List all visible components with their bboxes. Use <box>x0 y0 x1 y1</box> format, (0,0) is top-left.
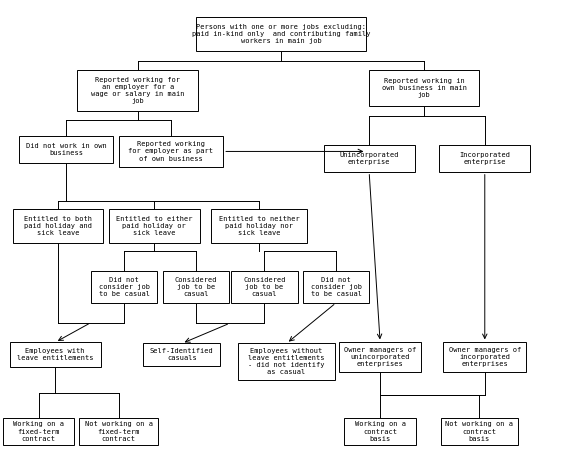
Text: Considered
job to be
casual: Considered job to be casual <box>243 277 285 297</box>
FancyBboxPatch shape <box>12 209 103 243</box>
FancyBboxPatch shape <box>10 343 101 367</box>
FancyBboxPatch shape <box>345 418 416 445</box>
Text: Owner managers of
incorporated
enterprises: Owner managers of incorporated enterpris… <box>448 347 521 367</box>
Text: Unincorporated
enterprise: Unincorporated enterprise <box>339 152 399 165</box>
Text: Entitled to either
paid holiday or
sick leave: Entitled to either paid holiday or sick … <box>116 216 193 236</box>
Text: Reported working
for employer as part
of own business: Reported working for employer as part of… <box>128 141 214 162</box>
Text: Working on a
contract
basis: Working on a contract basis <box>355 421 406 442</box>
Text: Persons with one or more jobs excluding:
paid in-kind only  and contributing fam: Persons with one or more jobs excluding:… <box>192 24 370 44</box>
FancyBboxPatch shape <box>79 418 158 445</box>
Text: Self-Identified
casuals: Self-Identified casuals <box>150 348 214 361</box>
FancyBboxPatch shape <box>238 343 335 379</box>
Text: Incorporated
enterprise: Incorporated enterprise <box>459 152 510 165</box>
Text: Did not
consider job
to be casual: Did not consider job to be casual <box>98 277 149 297</box>
Text: Employees with
leave entitlements: Employees with leave entitlements <box>17 348 93 361</box>
FancyBboxPatch shape <box>439 145 530 172</box>
Text: Not working on a
fixed-term
contract: Not working on a fixed-term contract <box>84 421 152 442</box>
Text: Did not work in own
business: Did not work in own business <box>26 142 107 156</box>
FancyBboxPatch shape <box>143 343 220 366</box>
FancyBboxPatch shape <box>369 70 479 106</box>
Text: Reported working for
an employer for a
wage or salary in main
job: Reported working for an employer for a w… <box>91 77 184 104</box>
Text: Entitled to both
paid holiday and
sick leave: Entitled to both paid holiday and sick l… <box>24 216 92 236</box>
FancyBboxPatch shape <box>196 17 366 51</box>
FancyBboxPatch shape <box>77 70 198 111</box>
FancyBboxPatch shape <box>91 271 157 303</box>
Text: Did not
consider job
to be casual: Did not consider job to be casual <box>311 277 361 297</box>
FancyBboxPatch shape <box>339 343 422 372</box>
Text: Considered
job to be
casual: Considered job to be casual <box>174 277 217 297</box>
FancyBboxPatch shape <box>19 136 113 163</box>
FancyBboxPatch shape <box>324 145 415 172</box>
Text: Entitled to neither
paid holiday nor
sick leave: Entitled to neither paid holiday nor sic… <box>219 216 300 236</box>
FancyBboxPatch shape <box>232 271 297 303</box>
Text: Working on a
fixed-term
contract: Working on a fixed-term contract <box>13 421 64 442</box>
FancyBboxPatch shape <box>119 136 223 167</box>
FancyBboxPatch shape <box>443 343 526 372</box>
FancyBboxPatch shape <box>303 271 369 303</box>
FancyBboxPatch shape <box>162 271 229 303</box>
Text: Owner managers of
unincorporated
enterprises: Owner managers of unincorporated enterpr… <box>344 347 416 367</box>
Text: Employees without
leave entitlements
- did not identify
as casual: Employees without leave entitlements - d… <box>248 348 325 375</box>
FancyBboxPatch shape <box>109 209 200 243</box>
FancyBboxPatch shape <box>211 209 307 243</box>
Text: Not working on a
contract
basis: Not working on a contract basis <box>445 421 513 442</box>
FancyBboxPatch shape <box>3 418 74 445</box>
FancyBboxPatch shape <box>441 418 518 445</box>
Text: Reported working in
own business in main
job: Reported working in own business in main… <box>382 78 466 99</box>
